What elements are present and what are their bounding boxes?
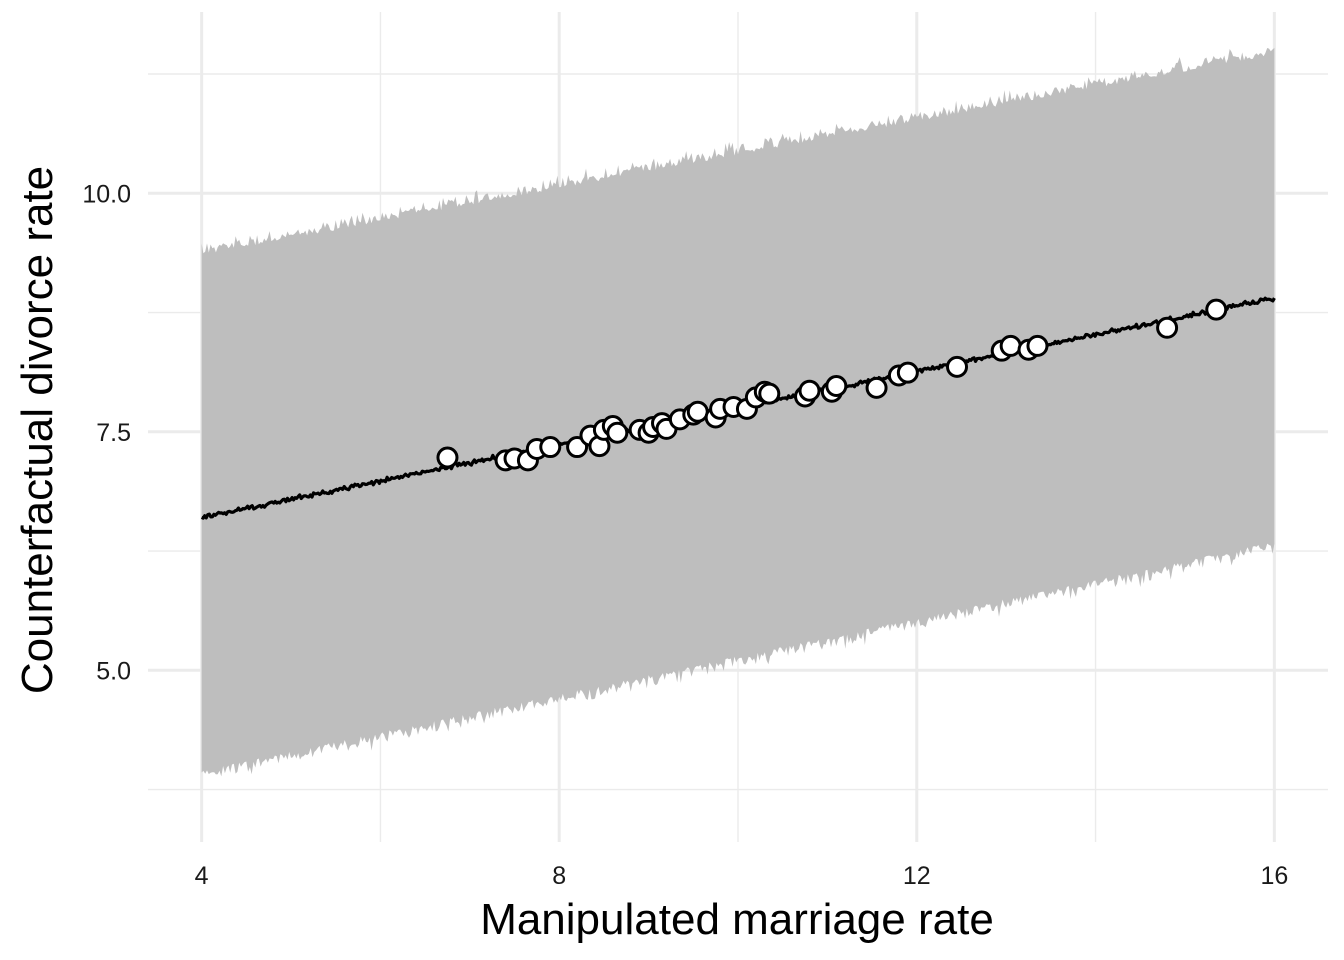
data-point xyxy=(1205,298,1228,321)
tick-labels: 4 8 12 16 5.0 7.5 10.0 xyxy=(82,180,1288,890)
y-axis-title: Counterfactual divorce rate xyxy=(13,166,62,694)
x-tick-label: 12 xyxy=(903,862,931,890)
data-point xyxy=(825,374,848,397)
data-point xyxy=(686,400,709,423)
data-point xyxy=(758,382,781,405)
data-point xyxy=(606,421,629,444)
x-tick-label: 8 xyxy=(552,862,566,890)
data-point xyxy=(896,361,919,384)
data-point xyxy=(1156,316,1179,339)
data-point xyxy=(798,379,821,402)
x-tick-label: 16 xyxy=(1260,862,1288,890)
data-point xyxy=(865,376,888,399)
data-point xyxy=(436,446,459,469)
data-point xyxy=(946,355,969,378)
data-point xyxy=(1026,334,1049,357)
x-axis-title: Manipulated marriage rate xyxy=(480,895,994,944)
x-tick-label: 4 xyxy=(195,862,209,890)
y-tick-label: 5.0 xyxy=(96,657,131,685)
y-tick-label: 7.5 xyxy=(96,419,131,447)
data-point xyxy=(999,334,1022,357)
y-tick-label: 10.0 xyxy=(82,180,131,208)
data-point xyxy=(539,436,562,459)
observed-points xyxy=(436,298,1228,472)
